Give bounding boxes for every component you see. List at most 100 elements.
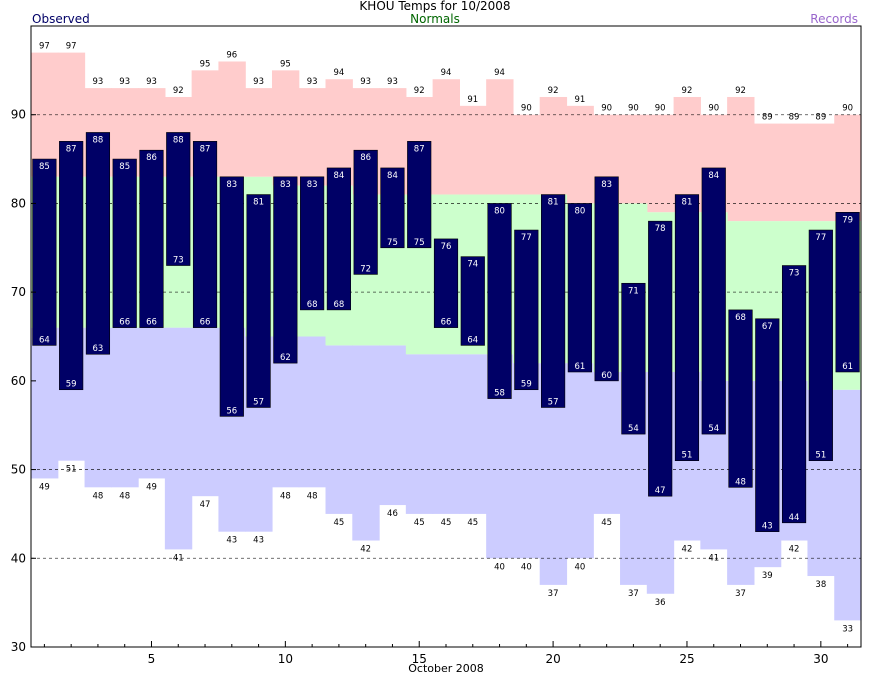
record-high-band-day — [807, 123, 835, 222]
record-low-band-day — [298, 336, 327, 488]
record-low-label: 45 — [333, 518, 344, 528]
observed-low-label: 58 — [494, 389, 505, 399]
record-high-label: 94 — [333, 68, 344, 78]
observed-bar — [326, 167, 351, 311]
record-high-label: 90 — [655, 104, 666, 114]
observed-high-label: 80 — [574, 206, 585, 216]
observed-low-label: 61 — [574, 362, 585, 372]
observed-high-label: 87 — [66, 144, 77, 154]
record-low-label: 45 — [414, 518, 425, 528]
x-tick-label: 25 — [679, 652, 694, 666]
observed-high-label: 79 — [842, 215, 853, 225]
observed-low-label: 51 — [815, 451, 826, 461]
record-high-band-day — [753, 123, 782, 222]
record-low-band-day — [325, 345, 353, 514]
observed-low-label: 66 — [441, 318, 452, 328]
observed-bar — [353, 149, 378, 275]
axes: 30 40 50 60 70 80 90 5 10 15 20 25 30 October 2008 — [11, 25, 862, 675]
observed-bar — [85, 132, 111, 355]
observed-bar — [112, 158, 137, 328]
record-high-label: 94 — [441, 68, 452, 78]
record-low-label: 37 — [548, 589, 559, 599]
record-high-band-day — [218, 61, 246, 177]
record-low-label: 45 — [467, 518, 478, 528]
observed-bar — [808, 229, 833, 462]
x-tick-label: 30 — [813, 652, 828, 666]
y-tick-label: 80 — [11, 196, 26, 210]
observed-bar — [835, 212, 860, 373]
record-high-band-day — [486, 79, 514, 195]
record-high-label: 90 — [842, 104, 853, 114]
observed-low-label: 56 — [226, 406, 237, 416]
observed-high-label: 84 — [387, 171, 398, 181]
observed-low-label: 75 — [387, 238, 398, 248]
record-high-label: 92 — [414, 86, 425, 96]
observed-bar — [674, 194, 700, 461]
observed-bar — [273, 176, 298, 364]
record-high-band-day — [539, 96, 568, 195]
observed-high-label: 84 — [333, 171, 344, 181]
record-low-band-day — [111, 327, 139, 488]
observed-high-label: 83 — [307, 180, 318, 190]
record-low-label: 42 — [682, 545, 693, 555]
record-high-label: 91 — [467, 95, 478, 105]
legend-records: Records — [810, 12, 858, 26]
record-low-band-day — [593, 371, 621, 514]
record-low-label: 45 — [601, 518, 612, 528]
y-tick-label: 40 — [11, 551, 26, 565]
observed-low-label: 64 — [39, 335, 50, 345]
x-tick-label: 10 — [278, 652, 293, 666]
observed-bar — [407, 141, 432, 249]
observed-bar — [541, 194, 566, 408]
record-high-label: 90 — [708, 104, 719, 114]
record-low-label: 41 — [708, 553, 719, 563]
x-tick-label: 15 — [412, 652, 427, 666]
data-labels: 85 64 97 49 87 59 97 51 88 63 93 48 85 66 93 48 86 66 93 49… — [39, 42, 853, 635]
record-high-label: 89 — [789, 113, 800, 123]
record-high-label: 91 — [574, 95, 585, 105]
record-high-band-day — [620, 114, 648, 204]
record-low-label: 48 — [307, 491, 318, 501]
observed-high-label: 86 — [360, 153, 371, 163]
observed-high-label: 68 — [735, 313, 746, 323]
record-low-label: 49 — [146, 482, 157, 492]
record-low-label: 48 — [280, 491, 291, 501]
record-high-label: 97 — [39, 42, 50, 52]
record-low-label: 43 — [253, 536, 264, 546]
observed-high-label: 87 — [200, 144, 211, 154]
record-high-band-day — [298, 88, 327, 186]
record-high-label: 95 — [200, 59, 211, 69]
record-low-band-day — [405, 354, 434, 514]
record-high-label: 93 — [93, 77, 104, 87]
record-high-label: 93 — [253, 77, 264, 87]
record-high-label: 89 — [815, 113, 826, 123]
record-low-label: 40 — [521, 562, 532, 572]
observed-low-label: 43 — [762, 522, 773, 532]
legend-normals: Normals — [410, 12, 460, 26]
record-high-band-day — [646, 114, 675, 213]
observed-bar — [166, 132, 191, 266]
record-low-label: 51 — [66, 465, 77, 475]
record-low-label: 42 — [360, 545, 371, 555]
observed-bar — [755, 318, 780, 532]
observed-low-label: 61 — [842, 362, 853, 372]
record-low-label: 37 — [628, 589, 639, 599]
record-high-band-day — [727, 96, 755, 222]
legend-observed: Observed — [32, 12, 90, 26]
observed-bar — [219, 176, 244, 417]
observed-bar — [567, 203, 592, 373]
record-high-label: 90 — [628, 104, 639, 114]
record-low-label: 39 — [762, 571, 773, 581]
observed-low-label: 59 — [521, 380, 532, 390]
observed-bar — [246, 194, 271, 408]
observed-high-label: 86 — [146, 153, 157, 163]
record-high-band-day — [271, 70, 300, 186]
record-high-label: 97 — [66, 42, 77, 52]
observed-low-label: 59 — [66, 380, 77, 390]
record-low-label: 33 — [842, 624, 853, 634]
record-low-label: 42 — [789, 545, 800, 555]
record-low-band-day — [566, 363, 594, 559]
record-high-label: 92 — [173, 86, 184, 96]
record-low-label: 48 — [93, 491, 104, 501]
observed-low-label: 66 — [146, 318, 157, 328]
